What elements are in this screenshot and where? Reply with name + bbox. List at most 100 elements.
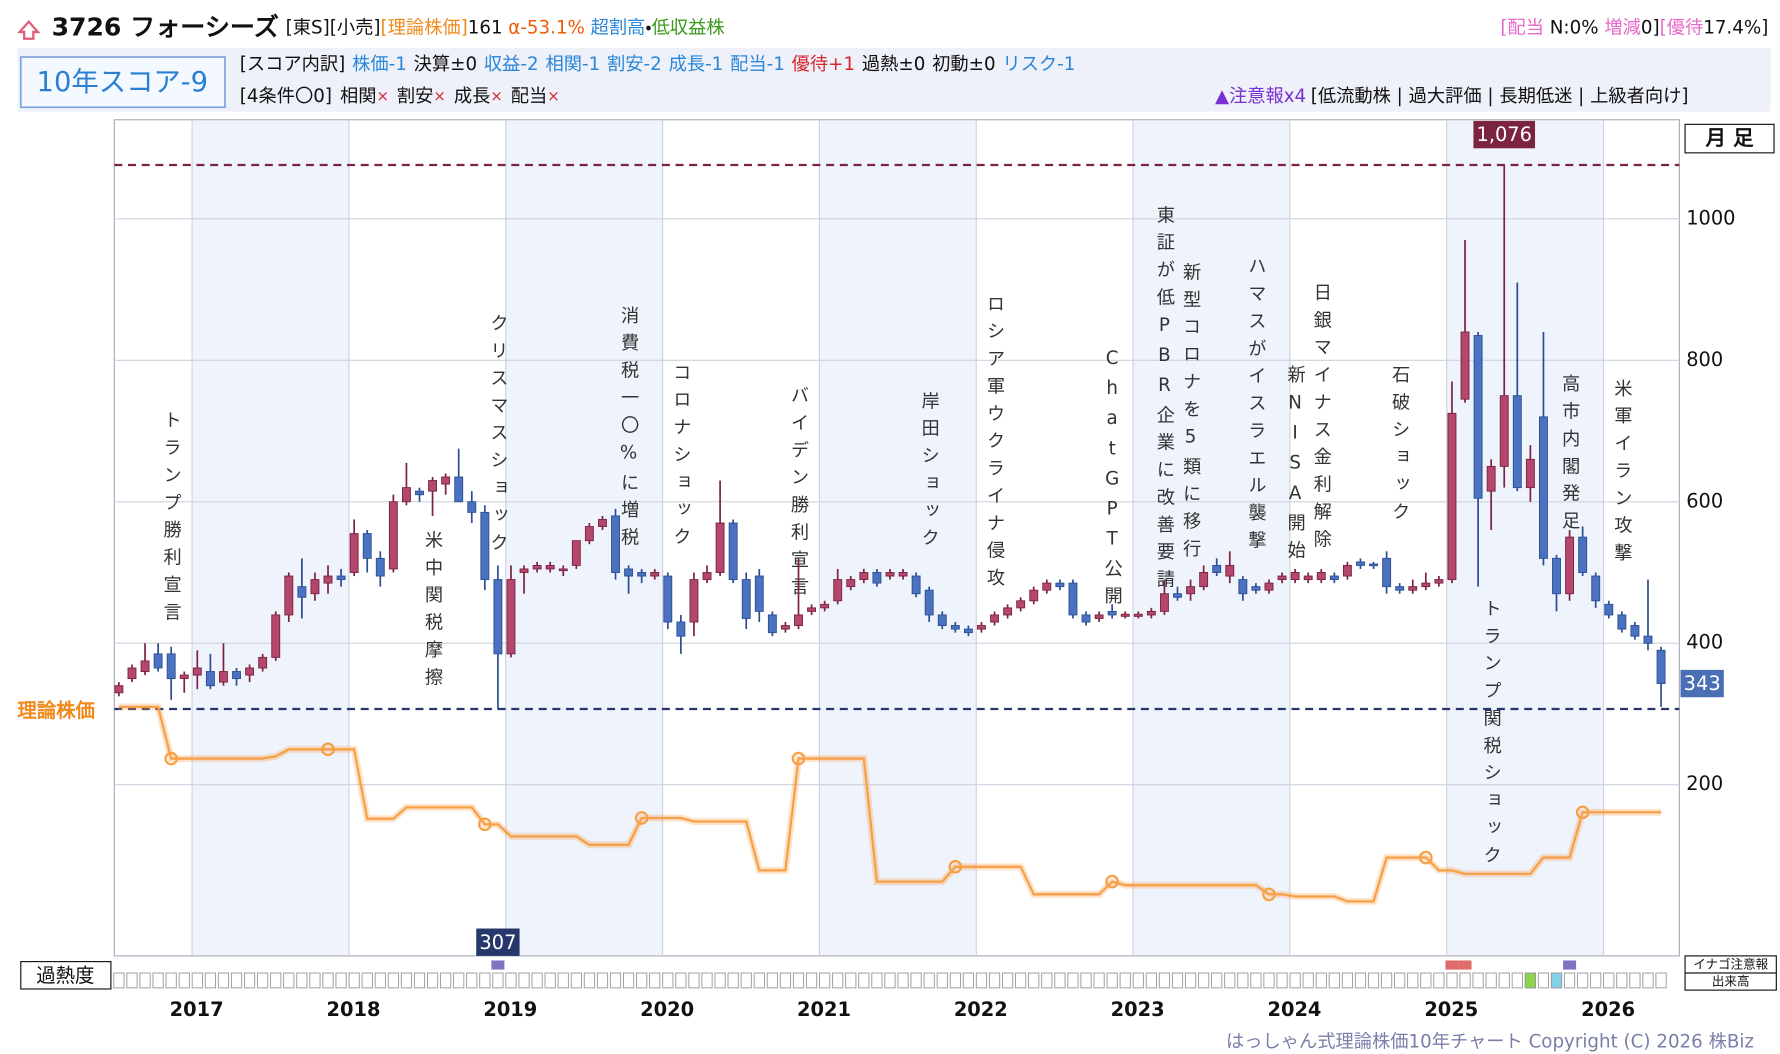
overheat-cell <box>217 972 230 989</box>
theory-marker <box>791 751 806 766</box>
candle-body <box>1473 335 1483 499</box>
candle-body <box>1643 635 1653 644</box>
candle-body <box>467 501 477 513</box>
score-band <box>17 47 1771 112</box>
y-tick-label: 200 <box>1686 772 1723 795</box>
score-item: 過熱±0 <box>862 54 925 75</box>
candle-body <box>859 572 869 581</box>
overheat-cell <box>440 972 452 989</box>
overheat-cell <box>531 972 543 989</box>
annotation: トランプ勝利宣言 <box>161 411 182 630</box>
theory-marker <box>948 859 963 874</box>
candle-body <box>545 564 555 570</box>
overheat-cell <box>1655 972 1667 989</box>
theory-marker <box>477 817 492 832</box>
overheat-cell <box>1642 972 1654 989</box>
candle-body <box>1277 575 1287 581</box>
overheat-cell <box>1537 972 1550 989</box>
candle-body <box>297 586 307 598</box>
overheat-cell <box>1341 972 1353 989</box>
overheat-label: 過熱度 <box>36 964 94 987</box>
candle-body <box>885 572 895 577</box>
candle-body <box>558 568 568 572</box>
candle-body <box>1617 614 1627 630</box>
overheat-cell <box>1198 972 1210 989</box>
annotation: 東証が低PBR企業に改善要請 <box>1154 205 1175 597</box>
overheat-cell <box>1407 972 1419 989</box>
candle-body <box>1107 610 1117 616</box>
candle-body <box>1068 582 1078 616</box>
overheat-cell <box>570 972 582 989</box>
candle-body <box>1133 613 1143 617</box>
candle-body <box>1486 465 1496 492</box>
candle-body <box>441 476 451 485</box>
dividend-part: [配当 <box>1500 18 1544 39</box>
annotation: 米軍イラン攻撃 <box>1611 379 1632 571</box>
overheat-cell <box>1054 972 1066 989</box>
low-label: 307 <box>479 931 516 954</box>
overheat-cell <box>1093 972 1105 989</box>
annotation: 高市内閣発足 <box>1559 374 1580 538</box>
candle-body <box>911 575 921 595</box>
candle-body <box>1042 582 1052 591</box>
candle-body <box>1329 575 1339 581</box>
candle-body <box>702 572 712 581</box>
dividend-part: 17.4%] <box>1703 18 1768 39</box>
candle-body <box>977 625 986 630</box>
x-tick-label: 2025 <box>1424 998 1478 1021</box>
overheat-cell <box>544 972 556 989</box>
candle-body <box>258 656 268 669</box>
score-item: 優待+1 <box>792 54 855 75</box>
dividend-part: N:0% <box>1544 18 1599 39</box>
x-tick-label: 2020 <box>640 998 694 1021</box>
overheat-cell <box>1171 972 1184 989</box>
theory-marker <box>1575 805 1590 820</box>
candle-body <box>1316 572 1326 581</box>
overheat-cell <box>230 972 243 989</box>
condition-mark: × <box>377 88 389 105</box>
overheat-cell <box>1590 972 1602 989</box>
candle-body <box>715 522 725 573</box>
overheat-cell <box>1106 972 1118 989</box>
overheat-cell <box>623 972 635 989</box>
annotation: トランプ関税ショック <box>1481 599 1502 873</box>
candle-body <box>1016 600 1026 609</box>
overheat-cell <box>819 972 831 989</box>
overheat-cell <box>1381 972 1393 989</box>
candle-body <box>375 557 385 577</box>
annotation: ChatGPT公開 <box>1102 348 1123 614</box>
annotation: 米中関税摩擦 <box>422 530 443 694</box>
condition-mark: × <box>433 88 445 105</box>
tags: [東S][小売] <box>286 18 381 39</box>
candle-body <box>1342 564 1352 577</box>
candle-body <box>192 667 202 676</box>
overheat-cell <box>505 972 517 989</box>
overheat-cell <box>832 972 844 989</box>
high-label: 1,076 <box>1476 123 1531 146</box>
overheat-cell <box>923 972 935 989</box>
candle-body <box>415 490 424 496</box>
score-item: 割安-2 <box>607 54 662 75</box>
candle-body <box>1199 572 1209 588</box>
theory-marker <box>1105 874 1120 889</box>
overheat-cell <box>727 972 739 989</box>
candle-body <box>1238 579 1248 595</box>
candle-body <box>990 614 999 623</box>
x-tick-label: 2023 <box>1111 998 1165 1021</box>
candle-body <box>924 589 934 616</box>
overheat-cell <box>283 972 295 989</box>
overheat-cell <box>1250 972 1262 989</box>
candle-body <box>1173 593 1182 598</box>
last-box <box>1680 669 1724 698</box>
annotation: ハマスがイスラエル襲撃 <box>1245 257 1266 558</box>
x-tick-label: 2019 <box>483 998 537 1021</box>
overheat-cell <box>1276 972 1288 989</box>
candle-body <box>1512 395 1522 489</box>
overheat-cell <box>1446 972 1458 989</box>
overheat-cell <box>845 972 857 989</box>
dividend-part: 0] <box>1641 18 1660 39</box>
candle-body <box>807 607 817 612</box>
candle-body <box>676 621 686 637</box>
overheat-mark <box>1524 972 1536 989</box>
overheat-cell <box>492 972 504 989</box>
